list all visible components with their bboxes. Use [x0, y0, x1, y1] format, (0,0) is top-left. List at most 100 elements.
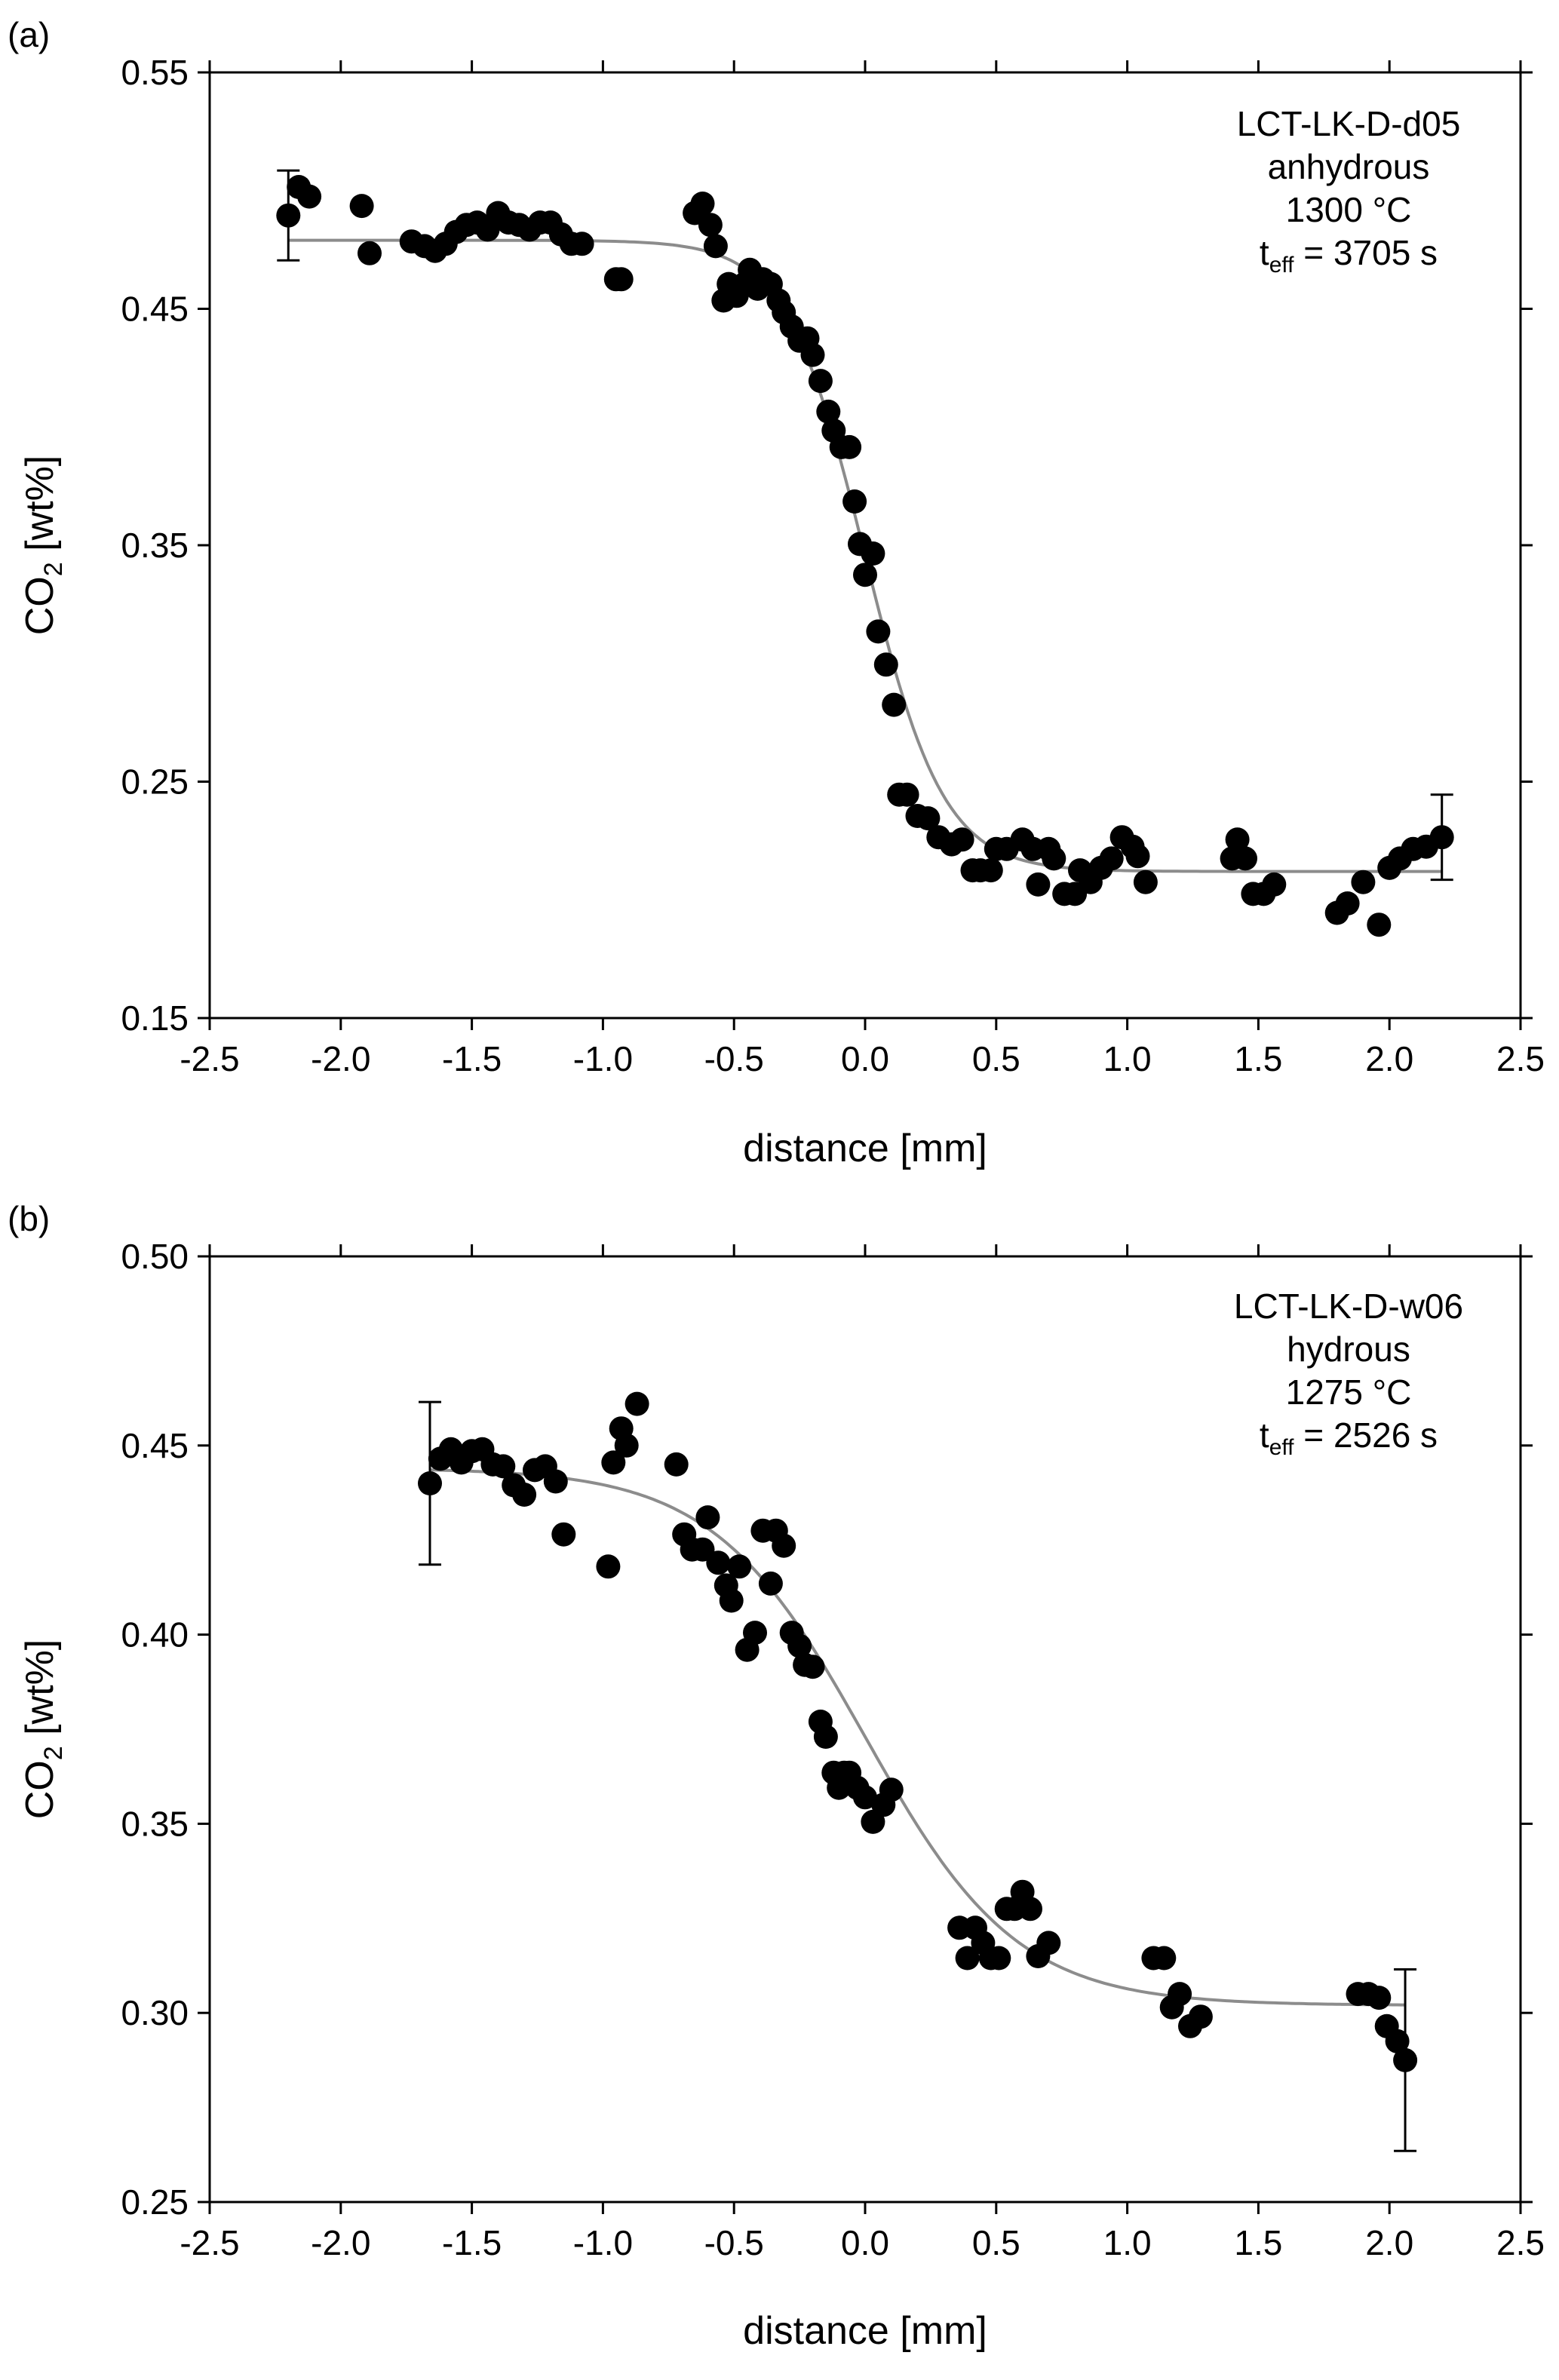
data-point — [569, 232, 594, 256]
panel-label-b: (b) — [8, 1199, 50, 1238]
annotation-temperature-b: 1275 °C — [1286, 1372, 1412, 1412]
x-tick-label: 2.0 — [1365, 1039, 1413, 1078]
fit-curve-b — [429, 1468, 1406, 2007]
data-point — [690, 1537, 715, 1562]
data-point — [614, 1433, 639, 1458]
x-tick-label: 1.0 — [1103, 2223, 1152, 2262]
data-point — [703, 234, 728, 259]
x-axis-title-b: distance [mm] — [743, 2309, 987, 2353]
x-tick-label: -1.0 — [573, 2223, 633, 2262]
x-tick-label: 1.5 — [1234, 2223, 1282, 2262]
data-point — [1036, 1931, 1061, 1955]
y-axis-ticks-b: 0.25 0.30 0.35 0.40 0.45 0.50 — [121, 1237, 1533, 2222]
data-point — [719, 1588, 744, 1613]
data-point — [842, 489, 867, 514]
time-prefix-a: t — [1260, 233, 1269, 272]
data-point — [955, 1946, 980, 1971]
data-point — [879, 1777, 904, 1802]
data-points-b — [418, 1391, 1418, 2072]
data-point — [358, 241, 382, 265]
data-point — [1367, 1986, 1392, 2010]
data-point — [491, 1454, 516, 1479]
data-point — [1367, 912, 1392, 937]
data-point — [853, 563, 877, 587]
data-point — [1133, 869, 1158, 894]
data-point — [727, 1554, 752, 1579]
x-tick-label: -2.5 — [180, 1039, 239, 1078]
x-axis-title-a: distance [mm] — [743, 1127, 987, 1170]
data-point — [1168, 1982, 1192, 2007]
y-tick-label: 0.45 — [121, 290, 189, 329]
annotation-condition-b: hydrous — [1287, 1330, 1410, 1369]
data-point — [978, 858, 1003, 883]
x-tick-label: 0.5 — [972, 1039, 1020, 1078]
time-value-b: = 2526 s — [1294, 1415, 1438, 1455]
x-tick-label: -1.5 — [442, 1039, 502, 1078]
fit-line — [429, 1468, 1406, 2007]
annotation-time-a: teff = 3705 s — [1260, 233, 1438, 278]
data-point — [1335, 891, 1360, 916]
y-tick-label: 0.35 — [121, 1804, 189, 1843]
data-points-a — [276, 175, 1454, 937]
x-axis-ticks-a: -2.5 -2.0 -1.5 -1.0 -0.5 0.0 0.5 1.0 1.5 2.0 2.5 — [180, 60, 1545, 1078]
data-point — [297, 184, 322, 209]
data-point — [695, 1505, 720, 1530]
data-point — [813, 1725, 838, 1749]
x-tick-label: 2.5 — [1496, 2223, 1545, 2262]
y-tick-label: 0.35 — [121, 526, 189, 565]
y-axis-ticks-a: 0.15 0.25 0.35 0.45 0.55 — [121, 53, 1533, 1038]
y-tick-label: 0.30 — [121, 1993, 189, 2032]
data-point — [551, 1522, 576, 1547]
x-tick-label: 2.0 — [1365, 2223, 1413, 2262]
y-tick-label: 0.45 — [121, 1426, 189, 1465]
y-title-main-b: CO — [18, 1760, 62, 1819]
time-sub-a: eff — [1269, 253, 1294, 278]
y-tick-label: 0.15 — [121, 998, 189, 1038]
data-point — [743, 1621, 767, 1645]
data-point — [808, 369, 833, 394]
data-point — [349, 194, 374, 219]
data-point — [1233, 846, 1257, 871]
data-point — [1351, 869, 1376, 894]
y-axis-title-a: CO2 [wt%] — [18, 455, 68, 636]
x-tick-label: 0.5 — [972, 2223, 1020, 2262]
data-point — [758, 1571, 783, 1596]
data-point — [1188, 2004, 1213, 2029]
data-point — [895, 782, 919, 807]
y-tick-label: 0.55 — [121, 53, 189, 92]
annotation-a: LCT-LK-D-d05 anhydrous 1300 °C teff = 37… — [1237, 104, 1461, 278]
x-tick-label: 0.0 — [841, 1039, 889, 1078]
data-point — [1152, 1946, 1177, 1971]
time-sub-b: eff — [1269, 1435, 1294, 1460]
data-point — [1393, 2047, 1418, 2072]
data-point — [861, 541, 885, 566]
data-point — [1262, 872, 1287, 897]
x-tick-label: -2.0 — [311, 1039, 370, 1078]
data-point — [596, 1554, 621, 1579]
data-point — [916, 806, 941, 831]
data-point — [882, 692, 907, 717]
data-point — [1429, 825, 1454, 850]
data-point — [1026, 872, 1051, 897]
data-point — [512, 1483, 537, 1507]
annotation-sample-b: LCT-LK-D-w06 — [1234, 1287, 1463, 1326]
annotation-sample-a: LCT-LK-D-d05 — [1237, 104, 1461, 143]
data-point — [698, 213, 723, 238]
data-point — [772, 1533, 796, 1558]
x-tick-label: 1.0 — [1103, 1039, 1152, 1078]
data-point — [625, 1391, 649, 1416]
x-tick-label: 2.5 — [1496, 1039, 1545, 1078]
y-tick-label: 0.50 — [121, 1237, 189, 1276]
error-bars-b — [418, 1400, 1417, 2152]
data-point — [837, 434, 862, 459]
annotation-temperature-a: 1300 °C — [1286, 190, 1412, 229]
data-point — [866, 619, 891, 644]
annotation-condition-a: anhydrous — [1268, 147, 1430, 186]
x-tick-label: 0.0 — [841, 2223, 889, 2262]
data-point — [609, 267, 634, 292]
data-point — [787, 1633, 812, 1658]
data-point — [816, 399, 841, 424]
panel-label-a: (a) — [8, 15, 50, 54]
y-title-unit-a: [wt%] — [18, 455, 62, 563]
